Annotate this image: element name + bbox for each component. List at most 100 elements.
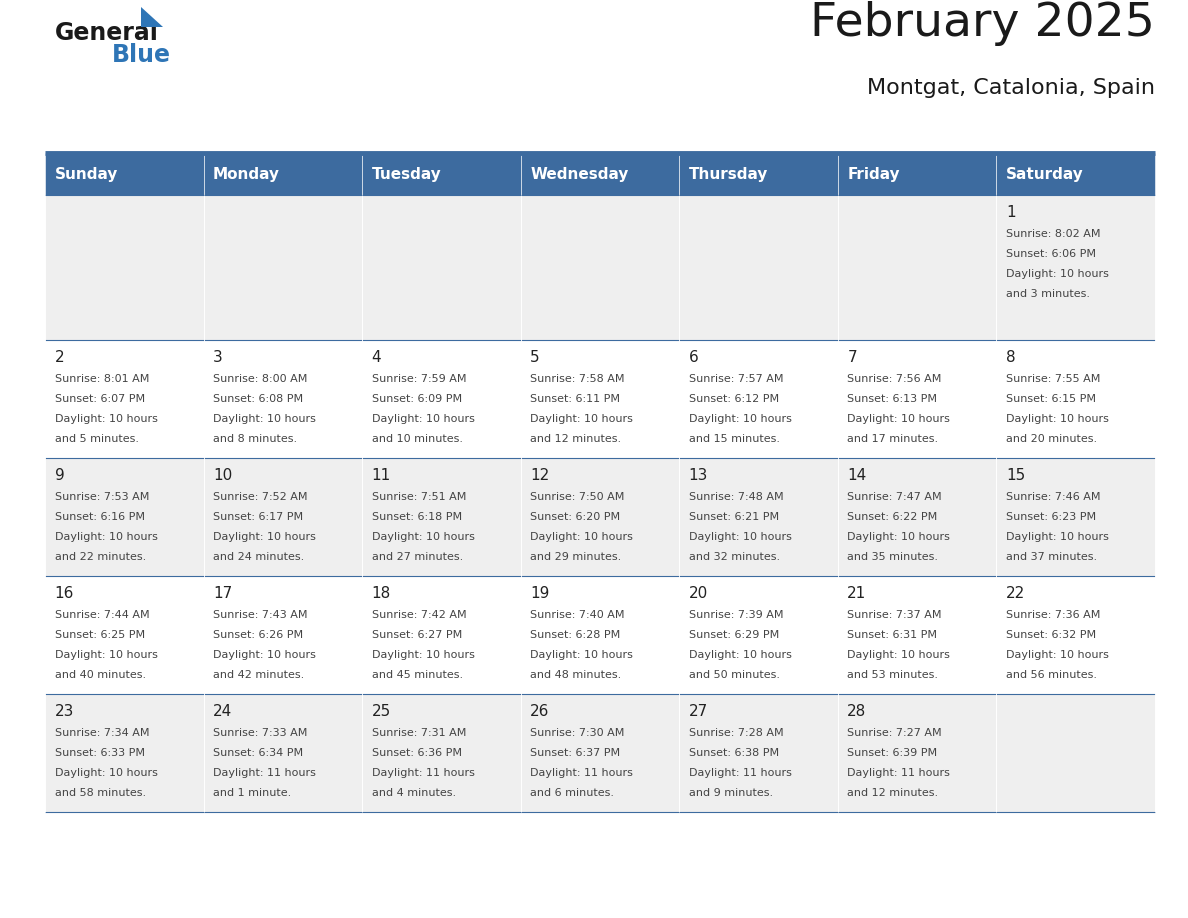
Text: 18: 18 (372, 586, 391, 601)
Text: Daylight: 10 hours: Daylight: 10 hours (55, 768, 157, 778)
Bar (997, 458, 1155, 576)
Bar (838, 576, 997, 694)
Text: Sunrise: 7:48 AM: Sunrise: 7:48 AM (689, 492, 783, 502)
Text: Sunset: 6:21 PM: Sunset: 6:21 PM (689, 512, 779, 522)
Bar (203, 694, 362, 812)
Text: Monday: Monday (213, 166, 280, 182)
Text: Daylight: 11 hours: Daylight: 11 hours (530, 768, 633, 778)
Text: Sunset: 6:26 PM: Sunset: 6:26 PM (213, 630, 303, 640)
Text: Sunday: Sunday (55, 166, 118, 182)
Text: Daylight: 10 hours: Daylight: 10 hours (847, 532, 950, 542)
Text: Sunset: 6:33 PM: Sunset: 6:33 PM (55, 748, 145, 758)
Text: Daylight: 11 hours: Daylight: 11 hours (689, 768, 791, 778)
Text: Sunrise: 8:01 AM: Sunrise: 8:01 AM (55, 374, 148, 384)
Text: Sunrise: 7:53 AM: Sunrise: 7:53 AM (55, 492, 148, 502)
Text: and 42 minutes.: and 42 minutes. (213, 670, 304, 680)
Bar (203, 458, 362, 576)
Bar (838, 694, 997, 812)
Text: and 8 minutes.: and 8 minutes. (213, 434, 297, 444)
Text: Daylight: 10 hours: Daylight: 10 hours (1006, 532, 1108, 542)
Text: Daylight: 10 hours: Daylight: 10 hours (530, 650, 633, 660)
Bar (203, 340, 362, 458)
Text: 12: 12 (530, 468, 550, 483)
Text: Daylight: 10 hours: Daylight: 10 hours (1006, 650, 1108, 660)
Text: 20: 20 (689, 586, 708, 601)
Text: Sunset: 6:38 PM: Sunset: 6:38 PM (689, 748, 779, 758)
Text: Sunrise: 7:59 AM: Sunrise: 7:59 AM (372, 374, 466, 384)
Text: Daylight: 10 hours: Daylight: 10 hours (530, 414, 633, 424)
Text: and 37 minutes.: and 37 minutes. (1006, 552, 1097, 562)
Text: Sunset: 6:16 PM: Sunset: 6:16 PM (55, 512, 145, 522)
Text: Sunrise: 7:36 AM: Sunrise: 7:36 AM (1006, 610, 1100, 620)
Text: and 24 minutes.: and 24 minutes. (213, 552, 304, 562)
Text: 1: 1 (1006, 205, 1016, 220)
Bar (520, 195, 680, 340)
Text: and 45 minutes.: and 45 minutes. (372, 670, 463, 680)
Bar (520, 576, 680, 694)
Text: Sunset: 6:20 PM: Sunset: 6:20 PM (530, 512, 620, 522)
Text: Daylight: 11 hours: Daylight: 11 hours (213, 768, 316, 778)
Text: Sunrise: 7:55 AM: Sunrise: 7:55 AM (1006, 374, 1100, 384)
Text: Sunrise: 7:52 AM: Sunrise: 7:52 AM (213, 492, 308, 502)
Text: Sunrise: 7:57 AM: Sunrise: 7:57 AM (689, 374, 783, 384)
Text: Sunrise: 7:58 AM: Sunrise: 7:58 AM (530, 374, 625, 384)
Text: 2: 2 (55, 350, 64, 365)
Bar (45, 153, 203, 195)
Bar (362, 153, 520, 195)
Text: 26: 26 (530, 704, 550, 719)
Text: Daylight: 10 hours: Daylight: 10 hours (55, 650, 157, 660)
Bar (997, 153, 1155, 195)
Text: Sunset: 6:25 PM: Sunset: 6:25 PM (55, 630, 145, 640)
Text: Daylight: 10 hours: Daylight: 10 hours (689, 650, 791, 660)
Text: Daylight: 10 hours: Daylight: 10 hours (55, 414, 157, 424)
Text: 15: 15 (1006, 468, 1025, 483)
Text: Sunset: 6:32 PM: Sunset: 6:32 PM (1006, 630, 1097, 640)
Text: Daylight: 10 hours: Daylight: 10 hours (213, 532, 316, 542)
Bar (45, 576, 203, 694)
Text: 6: 6 (689, 350, 699, 365)
Bar (362, 458, 520, 576)
Text: Sunrise: 8:00 AM: Sunrise: 8:00 AM (213, 374, 308, 384)
Text: Sunset: 6:11 PM: Sunset: 6:11 PM (530, 394, 620, 404)
Text: Wednesday: Wednesday (530, 166, 628, 182)
Text: Friday: Friday (847, 166, 901, 182)
Bar (362, 195, 520, 340)
Text: Sunset: 6:28 PM: Sunset: 6:28 PM (530, 630, 620, 640)
Text: and 5 minutes.: and 5 minutes. (55, 434, 139, 444)
Bar (997, 576, 1155, 694)
Text: 8: 8 (1006, 350, 1016, 365)
Bar (838, 153, 997, 195)
Text: Sunset: 6:18 PM: Sunset: 6:18 PM (372, 512, 462, 522)
Text: and 56 minutes.: and 56 minutes. (1006, 670, 1097, 680)
Text: Daylight: 10 hours: Daylight: 10 hours (213, 414, 316, 424)
Text: and 9 minutes.: and 9 minutes. (689, 788, 773, 798)
Bar (203, 576, 362, 694)
Text: Sunrise: 7:46 AM: Sunrise: 7:46 AM (1006, 492, 1100, 502)
Bar (520, 340, 680, 458)
Bar (203, 153, 362, 195)
Text: and 50 minutes.: and 50 minutes. (689, 670, 779, 680)
Bar (838, 458, 997, 576)
Text: Saturday: Saturday (1006, 166, 1083, 182)
Text: Daylight: 10 hours: Daylight: 10 hours (372, 650, 474, 660)
Text: 23: 23 (55, 704, 74, 719)
Text: Daylight: 10 hours: Daylight: 10 hours (530, 532, 633, 542)
Text: and 6 minutes.: and 6 minutes. (530, 788, 614, 798)
Text: Sunset: 6:31 PM: Sunset: 6:31 PM (847, 630, 937, 640)
Text: 16: 16 (55, 586, 74, 601)
Text: General: General (55, 21, 159, 45)
Text: Daylight: 11 hours: Daylight: 11 hours (372, 768, 474, 778)
Text: Sunrise: 7:31 AM: Sunrise: 7:31 AM (372, 728, 466, 738)
Text: and 12 minutes.: and 12 minutes. (530, 434, 621, 444)
Text: Thursday: Thursday (689, 166, 769, 182)
Text: and 15 minutes.: and 15 minutes. (689, 434, 779, 444)
Text: and 1 minute.: and 1 minute. (213, 788, 291, 798)
Text: 21: 21 (847, 586, 866, 601)
Text: Sunset: 6:17 PM: Sunset: 6:17 PM (213, 512, 303, 522)
Text: Sunset: 6:15 PM: Sunset: 6:15 PM (1006, 394, 1097, 404)
Text: 27: 27 (689, 704, 708, 719)
Text: Sunrise: 7:39 AM: Sunrise: 7:39 AM (689, 610, 783, 620)
Text: and 17 minutes.: and 17 minutes. (847, 434, 939, 444)
Bar (45, 694, 203, 812)
Text: Daylight: 10 hours: Daylight: 10 hours (1006, 414, 1108, 424)
